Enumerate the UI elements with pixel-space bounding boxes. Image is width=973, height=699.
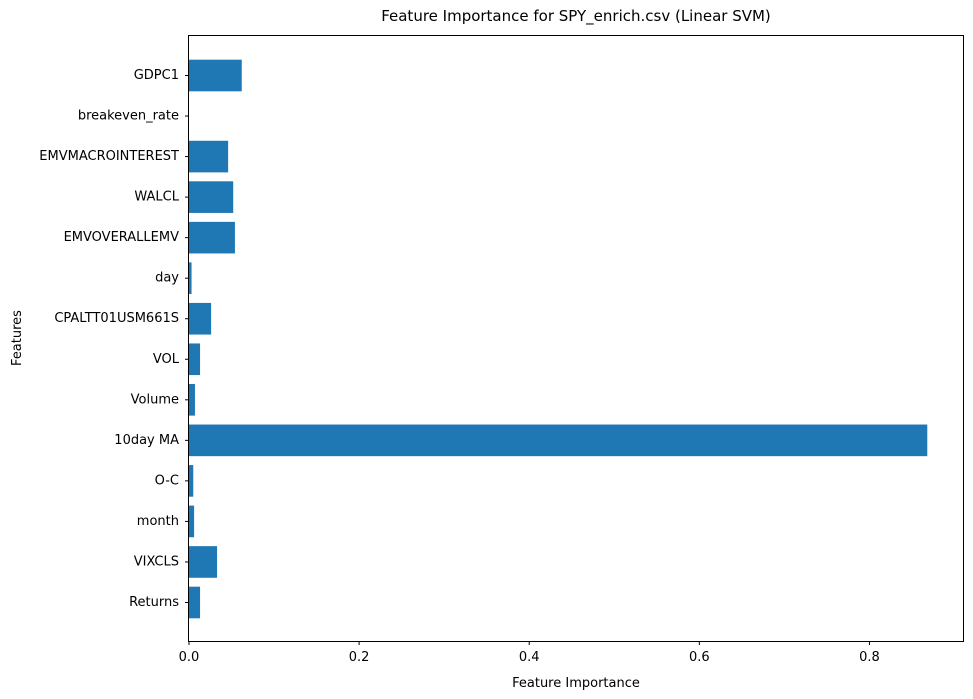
y-tick-label: VIXCLS [134, 554, 179, 569]
y-tick-label: day [155, 271, 179, 286]
x-tick-label: 0.6 [689, 650, 710, 665]
y-tick-label: Returns [129, 595, 179, 610]
x-tick-label: 0.4 [519, 650, 540, 665]
y-tick-label: EMVOVERALLEMV [64, 230, 180, 245]
y-axis-label: Features [10, 310, 25, 366]
bar-o-c [189, 465, 194, 497]
bar-vol [189, 343, 201, 376]
bar-vixcls [189, 546, 218, 578]
bar-cpaltt01usm661s [189, 302, 212, 335]
x-tick-label: 0.0 [179, 650, 200, 665]
y-ticks-group: Returns VIXCLS month O-C 10day MA Volume VOL CP… [39, 68, 189, 610]
y-tick-label: month [137, 514, 179, 529]
plot-frame [188, 35, 964, 642]
y-tick-label: EMVMACROINTEREST [39, 149, 179, 164]
bar-returns [189, 586, 201, 619]
bar-walcl [189, 181, 234, 213]
y-tick-label: WALCL [134, 190, 179, 205]
bar-10day-ma [189, 424, 928, 457]
x-ticks-group: 0.0 0.2 0.4 0.6 0.8 [179, 641, 880, 665]
y-tick-label: Volume [131, 392, 179, 407]
bar-emvmacrointerest [189, 140, 229, 173]
y-tick-label: 10day MA [114, 433, 179, 448]
bar-emvoverallemv [189, 221, 235, 254]
y-tick-label: VOL [153, 352, 180, 367]
chart-title: Feature Importance for SPY_enrich.csv (L… [381, 7, 771, 26]
bar-gdpc1 [189, 59, 242, 92]
y-tick-label: CPALTT01USM661S [54, 311, 179, 326]
x-tick-label: 0.8 [859, 650, 880, 665]
bar-day [189, 262, 192, 295]
y-tick-label: GDPC1 [134, 68, 179, 83]
x-tick-label: 0.2 [349, 650, 370, 665]
bar-month [189, 505, 195, 538]
bar-volume [189, 383, 195, 416]
bars-group [189, 59, 928, 619]
y-tick-label: O-C [155, 473, 179, 488]
y-tick-label: breakeven_rate [78, 109, 179, 124]
x-axis-label: Feature Importance [512, 676, 640, 691]
